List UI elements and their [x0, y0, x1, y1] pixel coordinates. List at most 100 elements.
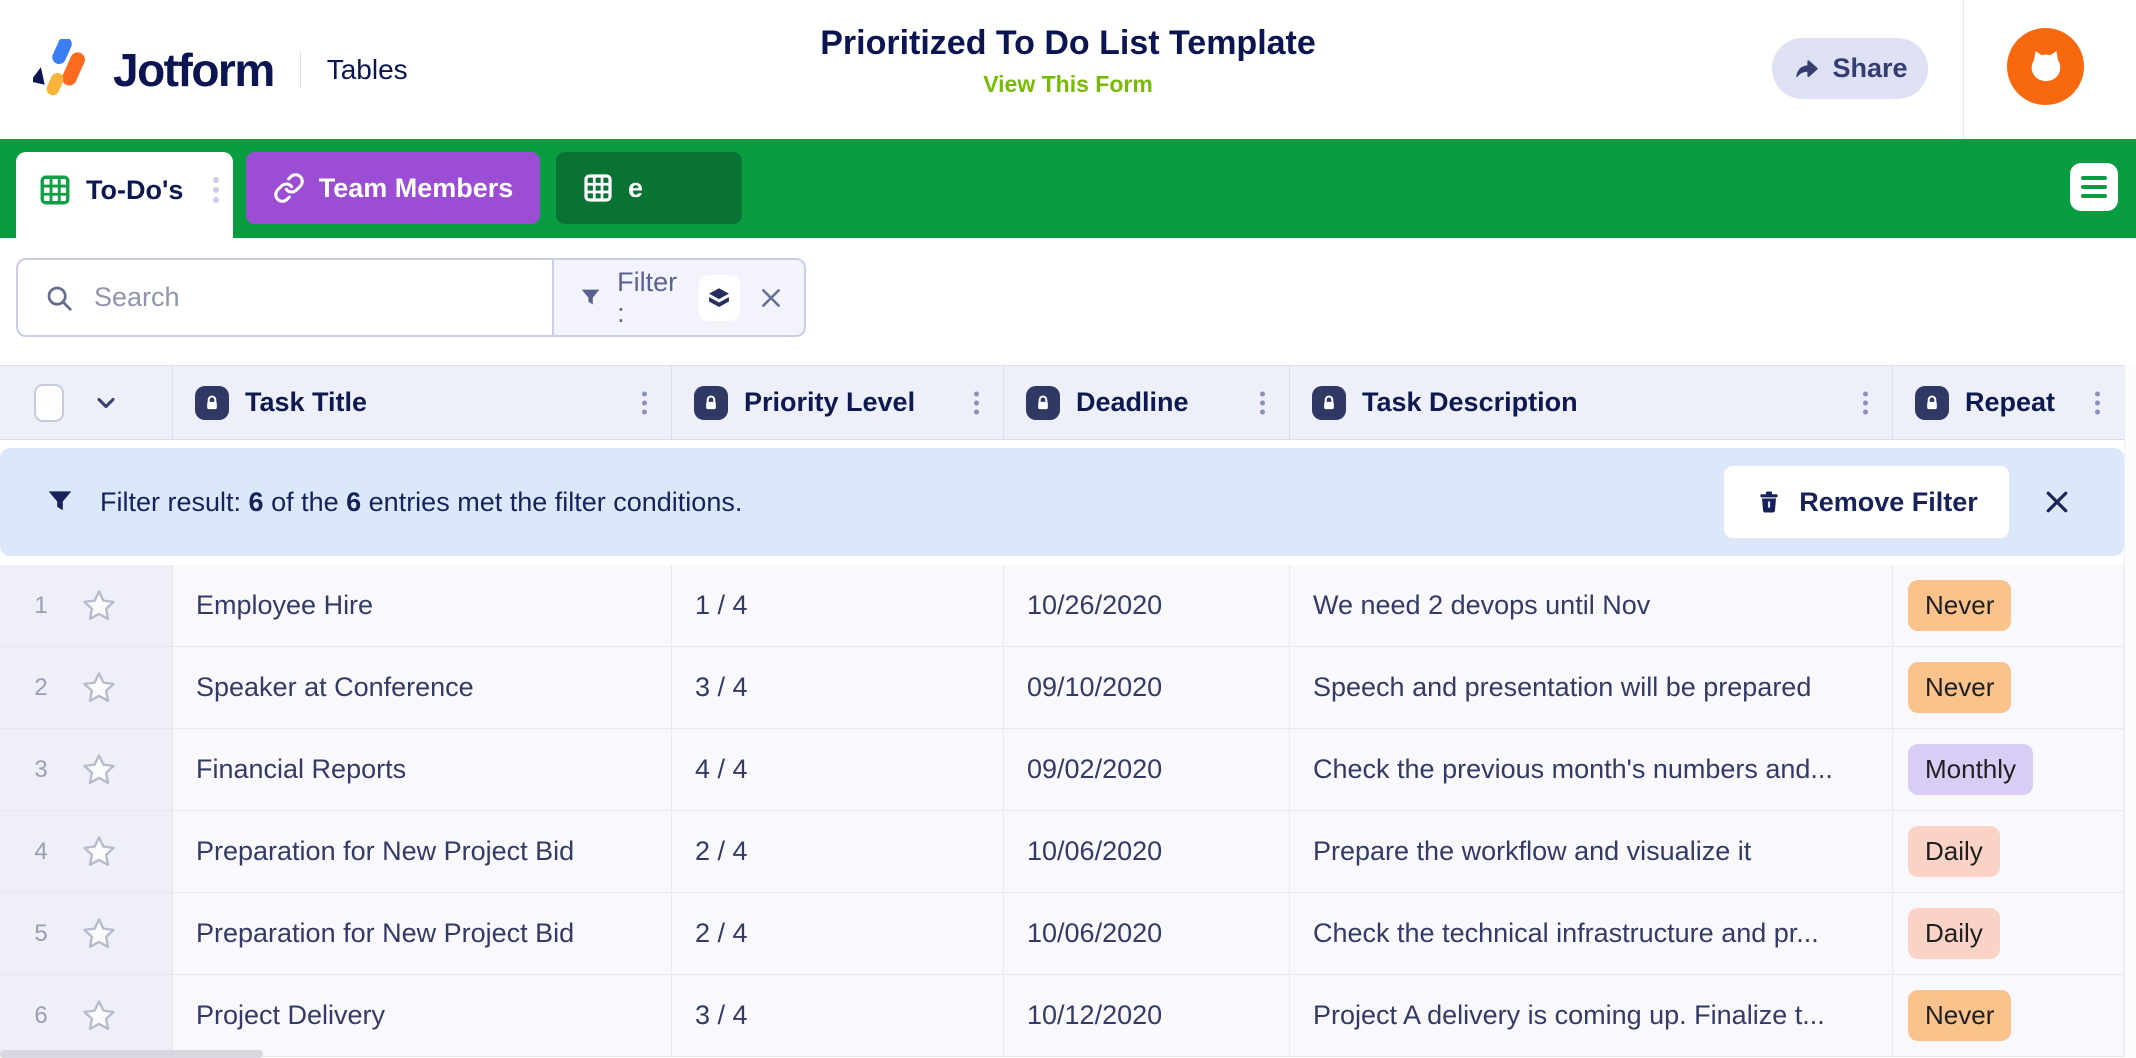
cell-repeat[interactable]: Daily: [1893, 893, 2124, 974]
cell-priority-level[interactable]: 4 / 4: [672, 729, 1004, 810]
header-divider: [1963, 0, 1964, 139]
column-kebab-menu-icon[interactable]: [1863, 391, 1868, 414]
chevron-down-icon[interactable]: [92, 389, 120, 417]
favorite-star-icon[interactable]: [80, 915, 118, 953]
table-body: 1 Employee Hire 1 / 4 10/26/2020 We need…: [0, 565, 2124, 1057]
cell-repeat[interactable]: Never: [1893, 565, 2124, 646]
favorite-star-icon[interactable]: [80, 833, 118, 871]
avatar[interactable]: [2007, 28, 2084, 105]
vertical-scrollbar[interactable]: [2124, 365, 2136, 1058]
share-button[interactable]: Share: [1772, 38, 1928, 99]
cell-task-title[interactable]: Preparation for New Project Bid: [173, 811, 672, 892]
favorite-star-icon[interactable]: [80, 669, 118, 707]
header-gutter: [0, 366, 173, 439]
cell-deadline[interactable]: 09/10/2020: [1004, 647, 1290, 728]
column-kebab-menu-icon[interactable]: [2095, 391, 2100, 414]
repeat-badge: Never: [1908, 990, 2012, 1041]
row-gutter: 3: [0, 729, 173, 810]
lock-icon: [1915, 385, 1949, 420]
app-header: Jotform Tables Prioritized To Do List Te…: [0, 0, 2136, 139]
row-number: 3: [34, 755, 48, 783]
cell-task-title[interactable]: Financial Reports: [173, 729, 672, 810]
close-banner-icon[interactable]: [2042, 487, 2072, 517]
cell-deadline[interactable]: 10/06/2020: [1004, 893, 1290, 974]
column-kebab-menu-icon[interactable]: [1260, 391, 1265, 414]
column-header-repeat[interactable]: Repeat: [1893, 366, 2124, 439]
table-row[interactable]: 3 Financial Reports 4 / 4 09/02/2020 Che…: [0, 729, 2124, 811]
column-header-priority-level[interactable]: Priority Level: [672, 366, 1004, 439]
lock-icon: [195, 385, 229, 420]
row-number: 4: [34, 837, 48, 865]
search-box: [18, 260, 552, 335]
column-header-task-description[interactable]: Task Description: [1290, 366, 1893, 439]
cell-priority-level[interactable]: 3 / 4: [672, 975, 1004, 1056]
cell-priority-level[interactable]: 2 / 4: [672, 811, 1004, 892]
filter-result-banner: Filter result: 6 of the 6 entries met th…: [0, 448, 2124, 556]
cell-task-description[interactable]: Project A delivery is coming up. Finaliz…: [1290, 975, 1893, 1056]
cell-task-title[interactable]: Employee Hire: [173, 565, 672, 646]
table-grid-icon: [40, 175, 70, 205]
lock-icon: [694, 385, 728, 420]
row-gutter: 5: [0, 893, 173, 974]
hamburger-menu-icon: [2081, 176, 2107, 198]
cell-priority-level[interactable]: 3 / 4: [672, 647, 1004, 728]
column-kebab-menu-icon[interactable]: [642, 391, 647, 414]
cell-task-description[interactable]: Prepare the workflow and visualize it: [1290, 811, 1893, 892]
avatar-cat-icon: [2031, 50, 2060, 81]
cell-task-title[interactable]: Project Delivery: [173, 975, 672, 1056]
search-icon: [47, 286, 72, 311]
table-row[interactable]: 6 Project Delivery 3 / 4 10/12/2020 Proj…: [0, 975, 2124, 1057]
cell-repeat[interactable]: Daily: [1893, 811, 2124, 892]
cell-repeat[interactable]: Monthly: [1893, 729, 2124, 810]
cell-task-title[interactable]: Speaker at Conference: [173, 647, 672, 728]
tab-team-members[interactable]: Team Members: [246, 152, 540, 224]
favorite-star-icon[interactable]: [80, 997, 118, 1035]
row-number: 1: [34, 591, 48, 619]
horizontal-scrollbar-thumb[interactable]: [0, 1050, 263, 1058]
lock-icon: [1312, 385, 1346, 420]
sheet-menu-button[interactable]: [2070, 163, 2118, 211]
row-gutter: 4: [0, 811, 173, 892]
remove-filter-button[interactable]: Remove Filter: [1723, 465, 2010, 539]
table-row[interactable]: 4 Preparation for New Project Bid 2 / 4 …: [0, 811, 2124, 893]
table-row[interactable]: 5 Preparation for New Project Bid 2 / 4 …: [0, 893, 2124, 975]
row-number: 6: [34, 1001, 48, 1029]
favorite-star-icon[interactable]: [80, 587, 118, 625]
column-label: Repeat: [1965, 387, 2056, 417]
cell-priority-level[interactable]: 1 / 4: [672, 565, 1004, 646]
view-this-form-link[interactable]: View This Form: [983, 71, 1153, 97]
jotform-logo-icon[interactable]: [33, 38, 95, 101]
cell-priority-level[interactable]: 2 / 4: [672, 893, 1004, 974]
tab-to-dos[interactable]: To-Do's: [16, 152, 233, 238]
table-row[interactable]: 2 Speaker at Conference 3 / 4 09/10/2020…: [0, 647, 2124, 729]
row-gutter: 6: [0, 975, 173, 1056]
clear-filter-icon[interactable]: [758, 285, 784, 311]
column-header-task-title[interactable]: Task Title: [173, 366, 672, 439]
tab-kebab-menu-icon[interactable]: [213, 177, 219, 203]
cell-deadline[interactable]: 10/26/2020: [1004, 565, 1290, 646]
cell-deadline[interactable]: 10/12/2020: [1004, 975, 1290, 1056]
cell-task-description[interactable]: Speech and presentation will be prepared: [1290, 647, 1893, 728]
tab-label: To-Do's: [86, 174, 184, 205]
table-row[interactable]: 1 Employee Hire 1 / 4 10/26/2020 We need…: [0, 565, 2124, 647]
cell-repeat[interactable]: Never: [1893, 647, 2124, 728]
column-header-deadline[interactable]: Deadline: [1004, 366, 1290, 439]
cell-task-description[interactable]: Check the technical infrastructure and p…: [1290, 893, 1893, 974]
brand-name[interactable]: Jotform: [113, 43, 275, 96]
cell-task-description[interactable]: We need 2 devops until Nov: [1290, 565, 1893, 646]
row-gutter: 2: [0, 647, 173, 728]
favorite-star-icon[interactable]: [80, 751, 118, 789]
search-input[interactable]: [94, 282, 534, 313]
cell-task-description[interactable]: Check the previous month's numbers and..…: [1290, 729, 1893, 810]
cell-deadline[interactable]: 09/02/2020: [1004, 729, 1290, 810]
cell-task-title[interactable]: Preparation for New Project Bid: [173, 893, 672, 974]
cell-deadline[interactable]: 10/06/2020: [1004, 811, 1290, 892]
filter-segment[interactable]: Filter :: [552, 260, 804, 335]
column-kebab-menu-icon[interactable]: [974, 391, 979, 414]
tab-e[interactable]: e: [556, 152, 742, 224]
select-all-checkbox[interactable]: [34, 383, 64, 422]
cell-repeat[interactable]: Never: [1893, 975, 2124, 1056]
filter-value-chip[interactable]: [698, 274, 740, 321]
brand: Jotform Tables: [33, 0, 408, 139]
search-filter-control: Filter :: [16, 258, 806, 337]
